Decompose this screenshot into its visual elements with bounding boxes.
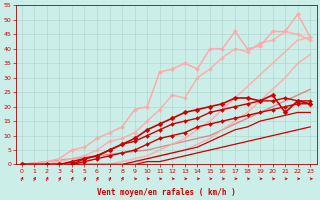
X-axis label: Vent moyen/en rafales ( km/h ): Vent moyen/en rafales ( km/h ) [97, 188, 236, 197]
